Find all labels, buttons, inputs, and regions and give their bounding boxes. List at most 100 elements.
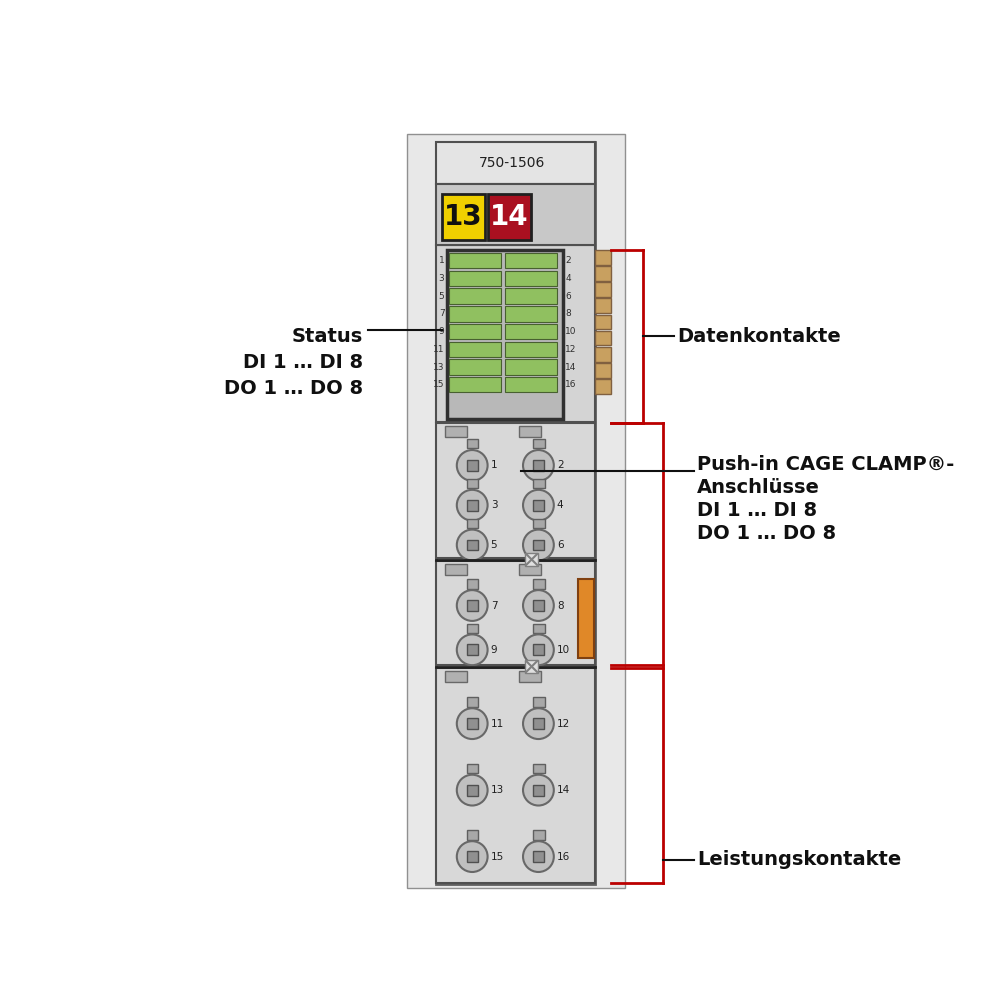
- Text: 12: 12: [565, 345, 576, 354]
- Bar: [595, 250, 610, 264]
- Bar: [595, 347, 610, 362]
- Bar: [505, 324, 557, 340]
- Circle shape: [523, 530, 554, 561]
- Text: 9: 9: [490, 645, 496, 655]
- Bar: [466, 697, 477, 707]
- Bar: [435, 668, 595, 883]
- Text: 10: 10: [557, 645, 570, 655]
- Circle shape: [523, 775, 554, 806]
- Bar: [525, 554, 538, 566]
- Text: 15: 15: [432, 380, 444, 389]
- Bar: [595, 266, 610, 280]
- Bar: [533, 785, 544, 796]
- Text: 3: 3: [438, 274, 444, 283]
- Bar: [533, 499, 544, 511]
- Bar: [533, 719, 544, 729]
- Bar: [519, 426, 541, 437]
- Text: 12: 12: [557, 719, 570, 729]
- Bar: [533, 851, 544, 862]
- Bar: [533, 540, 544, 551]
- Text: 4: 4: [565, 274, 571, 283]
- Text: Leistungskontakte: Leistungskontakte: [696, 850, 901, 869]
- Bar: [533, 479, 544, 488]
- Text: 6: 6: [565, 291, 571, 300]
- Circle shape: [523, 634, 554, 665]
- Bar: [448, 360, 500, 375]
- Bar: [466, 851, 477, 862]
- Circle shape: [456, 709, 487, 739]
- Bar: [466, 439, 477, 448]
- Text: 1: 1: [438, 256, 444, 265]
- Bar: [448, 288, 500, 304]
- Text: 13: 13: [432, 363, 444, 372]
- Text: 2: 2: [557, 460, 563, 470]
- Bar: [525, 660, 538, 672]
- Circle shape: [456, 775, 487, 806]
- Bar: [466, 764, 477, 773]
- Text: 10: 10: [565, 327, 577, 336]
- Text: 7: 7: [438, 310, 444, 319]
- Bar: [466, 785, 477, 796]
- Bar: [505, 342, 557, 357]
- Text: 14: 14: [489, 203, 528, 231]
- Bar: [435, 423, 595, 558]
- Bar: [448, 307, 500, 322]
- Text: 3: 3: [490, 500, 496, 511]
- Text: 1: 1: [490, 460, 496, 470]
- Bar: [466, 460, 477, 470]
- Bar: [533, 623, 544, 633]
- Text: 7: 7: [490, 601, 496, 610]
- Bar: [519, 564, 541, 575]
- Bar: [448, 270, 500, 286]
- Text: 16: 16: [557, 851, 570, 861]
- Bar: [435, 142, 595, 884]
- Bar: [444, 426, 466, 437]
- Bar: [435, 142, 595, 184]
- Circle shape: [456, 450, 487, 480]
- Text: Datenkontakte: Datenkontakte: [676, 327, 840, 346]
- Text: 11: 11: [432, 345, 444, 354]
- Text: 8: 8: [557, 601, 563, 610]
- Text: 13: 13: [443, 203, 481, 231]
- Bar: [533, 439, 544, 448]
- Bar: [466, 623, 477, 633]
- Text: 16: 16: [565, 380, 577, 389]
- Bar: [435, 245, 595, 422]
- Bar: [533, 519, 544, 528]
- Bar: [466, 644, 477, 655]
- Text: Push-in CAGE CLAMP®-: Push-in CAGE CLAMP®-: [696, 455, 953, 474]
- Bar: [444, 564, 466, 575]
- Bar: [466, 540, 477, 551]
- Text: DI 1 … DI 8: DI 1 … DI 8: [243, 353, 362, 372]
- Bar: [466, 499, 477, 511]
- Circle shape: [456, 634, 487, 665]
- Circle shape: [523, 709, 554, 739]
- Bar: [578, 579, 593, 658]
- Bar: [435, 184, 595, 245]
- Bar: [505, 288, 557, 304]
- Bar: [448, 253, 500, 268]
- Text: 14: 14: [565, 363, 576, 372]
- Bar: [448, 377, 500, 392]
- Bar: [505, 360, 557, 375]
- Bar: [533, 644, 544, 655]
- Bar: [435, 561, 595, 665]
- Bar: [505, 253, 557, 268]
- Bar: [595, 282, 610, 296]
- Circle shape: [456, 841, 487, 872]
- Text: Status: Status: [291, 327, 362, 346]
- Bar: [466, 830, 477, 839]
- Text: 6: 6: [557, 540, 563, 550]
- Bar: [444, 671, 466, 682]
- Bar: [466, 719, 477, 729]
- Text: DO 1 … DO 8: DO 1 … DO 8: [224, 379, 362, 398]
- Circle shape: [523, 590, 554, 621]
- Bar: [505, 307, 557, 322]
- Circle shape: [456, 530, 487, 561]
- Bar: [448, 342, 500, 357]
- Text: 13: 13: [490, 785, 504, 795]
- Text: DO 1 … DO 8: DO 1 … DO 8: [696, 525, 835, 544]
- Text: 9: 9: [438, 327, 444, 336]
- Bar: [466, 579, 477, 589]
- Bar: [533, 830, 544, 839]
